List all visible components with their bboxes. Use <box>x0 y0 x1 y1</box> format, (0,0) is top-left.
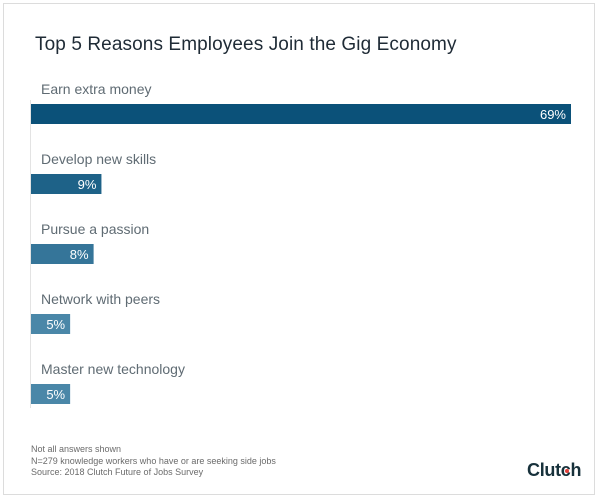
logo-text-main: Clut <box>527 460 561 480</box>
value-label-earn-extra-money: 69% <box>540 107 566 122</box>
category-label-develop-new-skills: Develop new skills <box>41 151 156 167</box>
logo-text-end: h <box>570 460 582 480</box>
value-label-pursue-a-passion: 8% <box>70 247 89 262</box>
bar-pursue-a-passion <box>31 244 94 264</box>
bars-group: Earn extra money 69% Develop new skills 9% P… <box>31 81 571 404</box>
category-label-network-with-peers: Network with peers <box>41 291 160 307</box>
bar-earn-extra-money <box>31 104 571 124</box>
footnotes: Not all answers shown N=279 knowledge wo… <box>31 444 276 479</box>
category-label-earn-extra-money: Earn extra money <box>41 81 152 97</box>
bar-develop-new-skills <box>31 174 102 194</box>
footnote-sample-size: N=279 knowledge workers who have or are … <box>31 455 276 466</box>
category-label-pursue-a-passion: Pursue a passion <box>41 221 149 237</box>
chart-title: Top 5 Reasons Employees Join the Gig Eco… <box>35 34 457 55</box>
category-label-master-new-technology: Master new technology <box>41 361 185 377</box>
bar-master-new-technology <box>31 384 71 404</box>
clutch-logo: Clutch <box>527 460 582 481</box>
value-label-develop-new-skills: 9% <box>78 177 97 192</box>
chart-card: Top 5 Reasons Employees Join the Gig Eco… <box>3 3 595 495</box>
value-label-network-with-peers: 5% <box>46 317 65 332</box>
value-label-master-new-technology: 5% <box>46 387 65 402</box>
logo-c-with-dot: c <box>561 460 571 481</box>
bar-network-with-peers <box>31 314 71 334</box>
logo-red-dot-icon <box>564 469 569 473</box>
footnote-source: Source: 2018 Clutch Future of Jobs Surve… <box>31 467 204 477</box>
footnote-not-all-answers: Not all answers shown <box>31 444 122 454</box>
